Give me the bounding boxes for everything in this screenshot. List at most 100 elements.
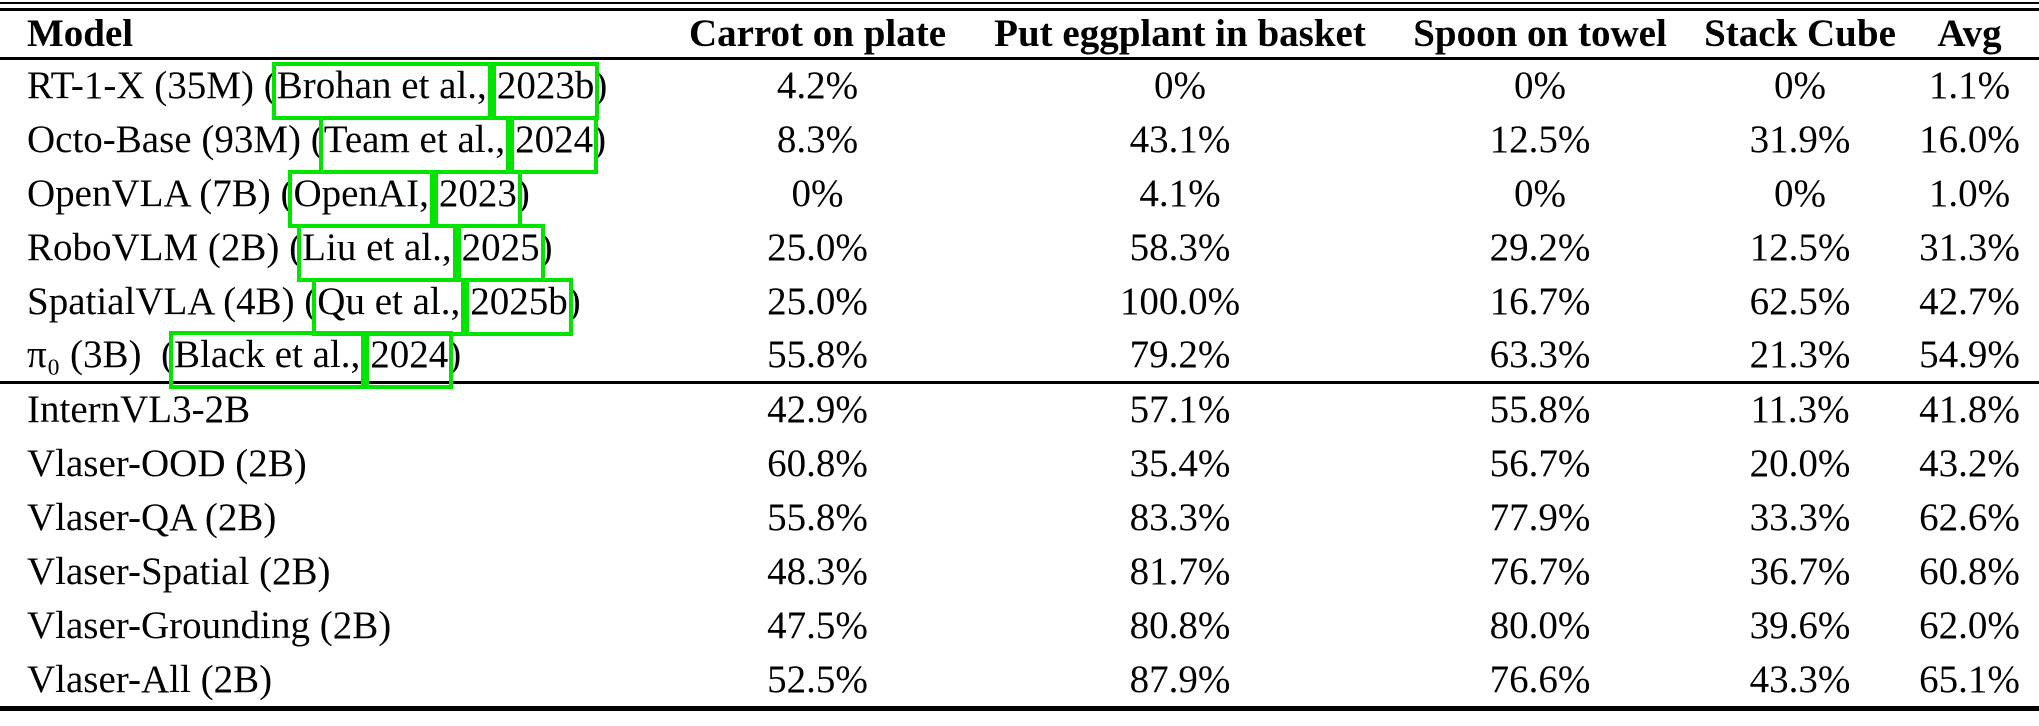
metric-cell: 48.3% bbox=[767, 549, 868, 593]
table-row: Octo-Base (93M) (Team et al., 2024) 8.3% 43… bbox=[0, 112, 2039, 166]
model-cell: Vlaser-Grounding (2B) bbox=[0, 598, 655, 652]
model-name-suffix: ) bbox=[593, 117, 607, 161]
table-row: InternVL3-2B 42.9% 57.1% 55.8% 11.3% 41.8% bbox=[0, 380, 2039, 436]
citation-author-link-box[interactable]: Liu et al., bbox=[302, 225, 452, 269]
metric-cell: 87.9% bbox=[1129, 657, 1231, 701]
model-name: SpatialVLA (4B) ( bbox=[27, 279, 318, 323]
model-cell: RoboVLM (2B) (Liu et al., 2025) bbox=[0, 220, 655, 274]
metric-cell: 42.7% bbox=[1919, 279, 2020, 323]
metric-cell: 20.0% bbox=[1749, 441, 1851, 485]
metric-cell: 80.8% bbox=[1129, 603, 1231, 647]
model-name: Vlaser-All (2B) bbox=[27, 657, 273, 701]
metric-cell: 21.3% bbox=[1749, 332, 1851, 376]
table-bottom-rule bbox=[0, 706, 2039, 711]
column-header-avg: Avg bbox=[1900, 11, 2039, 60]
metric-cell: 0% bbox=[1514, 171, 1566, 215]
metric-cell: 81.7% bbox=[1129, 549, 1231, 593]
metric-cell: 62.5% bbox=[1749, 279, 1851, 323]
metric-cell: 4.1% bbox=[1139, 171, 1221, 215]
model-cell: InternVL3-2B bbox=[0, 380, 655, 436]
metric-cell: 42.9% bbox=[655, 380, 980, 436]
citation-author-link-box[interactable]: OpenAI, bbox=[293, 171, 429, 215]
model-name: Octo-Base (93M) ( bbox=[27, 117, 324, 161]
metric-cell: 0% bbox=[1154, 64, 1206, 108]
citation-author-link-box[interactable]: Black et al., bbox=[174, 332, 361, 376]
citation-year-link-box[interactable]: 2023b bbox=[496, 64, 595, 108]
metric-cell: 52.5% bbox=[767, 657, 868, 701]
model-name: Vlaser-Grounding (2B) bbox=[27, 603, 392, 647]
table-row: Vlaser-OOD (2B) 60.8% 35.4% 56.7% 20.0% 43.2% bbox=[0, 436, 2039, 490]
metric-cell: 58.3% bbox=[1129, 225, 1231, 269]
model-name: Vlaser-QA (2B) bbox=[27, 495, 277, 539]
table-top-rule-outer bbox=[0, 2, 2039, 4]
baseline-models-group: RT-1-X (35M) (Brohan et al., 2023b) 4.2% 0%… bbox=[0, 58, 2039, 382]
metric-cell: 16.7% bbox=[1489, 279, 1591, 323]
metric-cell: 79.2% bbox=[1129, 332, 1231, 376]
citation-year-link-box[interactable]: 2025 bbox=[461, 225, 540, 269]
table-row: Vlaser-Spatial (2B) 48.3% 81.7% 76.7% 36.7% 6… bbox=[0, 544, 2039, 598]
metric-cell: 1.1% bbox=[1928, 64, 2011, 108]
metric-cell: 56.7% bbox=[1489, 441, 1591, 485]
metric-cell: 0% bbox=[1514, 64, 1566, 108]
model-name-suffix: ) bbox=[567, 279, 581, 323]
model-name: Vlaser-Spatial (2B) bbox=[27, 549, 331, 593]
model-name: RT-1-X (35M) ( bbox=[27, 64, 277, 108]
citation-year-link-box[interactable]: 2024 bbox=[515, 117, 594, 161]
metric-cell: 4.2% bbox=[776, 64, 859, 108]
metric-cell: 33.3% bbox=[1749, 495, 1851, 539]
table-row: SpatialVLA (4B) (Qu et al., 2025b) 25.0% 10… bbox=[0, 274, 2039, 328]
model-name-suffix: ) bbox=[516, 171, 530, 215]
metric-cell: 62.0% bbox=[1919, 603, 2020, 647]
model-cell: Vlaser-QA (2B) bbox=[0, 490, 655, 544]
metric-cell: 55.8% bbox=[767, 495, 868, 539]
metric-cell: 16.0% bbox=[1919, 117, 2020, 161]
model-cell: Vlaser-OOD (2B) bbox=[0, 436, 655, 490]
table-top-rule-inner bbox=[0, 8, 2039, 11]
metric-cell: 43.2% bbox=[1919, 441, 2020, 485]
model-cell: π₀ (3B) (Black et al., 2024) bbox=[0, 328, 655, 382]
metric-cell: 47.5% bbox=[767, 603, 868, 647]
metric-cell: 63.3% bbox=[1489, 332, 1591, 376]
table-row: Vlaser-All (2B) 52.5% 87.9% 76.6% 43.3% 65.1% bbox=[0, 652, 2039, 706]
column-header-model: Model bbox=[0, 11, 655, 60]
metric-cell: 0% bbox=[791, 171, 844, 215]
citation-year-link-box[interactable]: 2025b bbox=[470, 279, 568, 323]
metric-cell: 55.8% bbox=[1380, 380, 1700, 436]
model-name-suffix: ) bbox=[594, 64, 608, 108]
model-name: Vlaser-OOD (2B) bbox=[27, 441, 307, 485]
citation-year-link-box[interactable]: 2024 bbox=[370, 332, 449, 376]
model-cell: Vlaser-All (2B) bbox=[0, 652, 655, 706]
vlaser-models-group: InternVL3-2B 42.9% 57.1% 55.8% 11.3% 41.8% Vla… bbox=[0, 380, 2039, 706]
citation-author-link-box[interactable]: Brohan et al., bbox=[276, 64, 487, 108]
metric-cell: 62.6% bbox=[1919, 495, 2020, 539]
model-cell: RT-1-X (35M) (Brohan et al., 2023b) bbox=[0, 58, 655, 112]
metric-cell: 77.9% bbox=[1489, 495, 1591, 539]
metric-cell: 35.4% bbox=[1129, 441, 1231, 485]
column-header-carrot-on-plate: Carrot on plate bbox=[655, 11, 980, 60]
metric-cell: 57.1% bbox=[980, 380, 1380, 436]
metric-cell: 76.7% bbox=[1489, 549, 1591, 593]
table-row: Vlaser-QA (2B) 55.8% 83.3% 77.9% 33.3% 62.6% bbox=[0, 490, 2039, 544]
model-cell: SpatialVLA (4B) (Qu et al., 2025b) bbox=[0, 274, 655, 328]
model-cell: Octo-Base (93M) (Team et al., 2024) bbox=[0, 112, 655, 166]
model-name-suffix: ) bbox=[448, 332, 462, 376]
metric-cell: 12.5% bbox=[1489, 117, 1591, 161]
model-cell: Vlaser-Spatial (2B) bbox=[0, 544, 655, 598]
table-header: Model Carrot on plate Put eggplant in ba… bbox=[0, 11, 2039, 60]
column-header-put-eggplant-in-basket: Put eggplant in basket bbox=[980, 11, 1380, 60]
metric-cell: 0% bbox=[1774, 171, 1826, 215]
metric-cell: 36.7% bbox=[1749, 549, 1851, 593]
table-row: π₀ (3B) (Black et al., 2024) 55.8% 79.2% 63.… bbox=[0, 328, 2039, 382]
metric-cell: 76.6% bbox=[1489, 657, 1591, 701]
citation-author-link-box[interactable]: Qu et al., bbox=[317, 279, 461, 323]
metric-cell: 41.8% bbox=[1900, 380, 2039, 436]
model-name: InternVL3-2B bbox=[27, 388, 251, 432]
citation-year-link-box[interactable]: 2023 bbox=[438, 171, 517, 215]
metric-cell: 54.9% bbox=[1919, 332, 2020, 376]
citation-author-link-box[interactable]: Team et al., bbox=[323, 117, 506, 161]
table-row: RoboVLM (2B) (Liu et al., 2025) 25.0% 58.3%… bbox=[0, 220, 2039, 274]
metric-cell: 60.8% bbox=[1919, 549, 2020, 593]
metric-cell: 83.3% bbox=[1129, 495, 1231, 539]
metric-cell: 55.8% bbox=[767, 332, 868, 376]
